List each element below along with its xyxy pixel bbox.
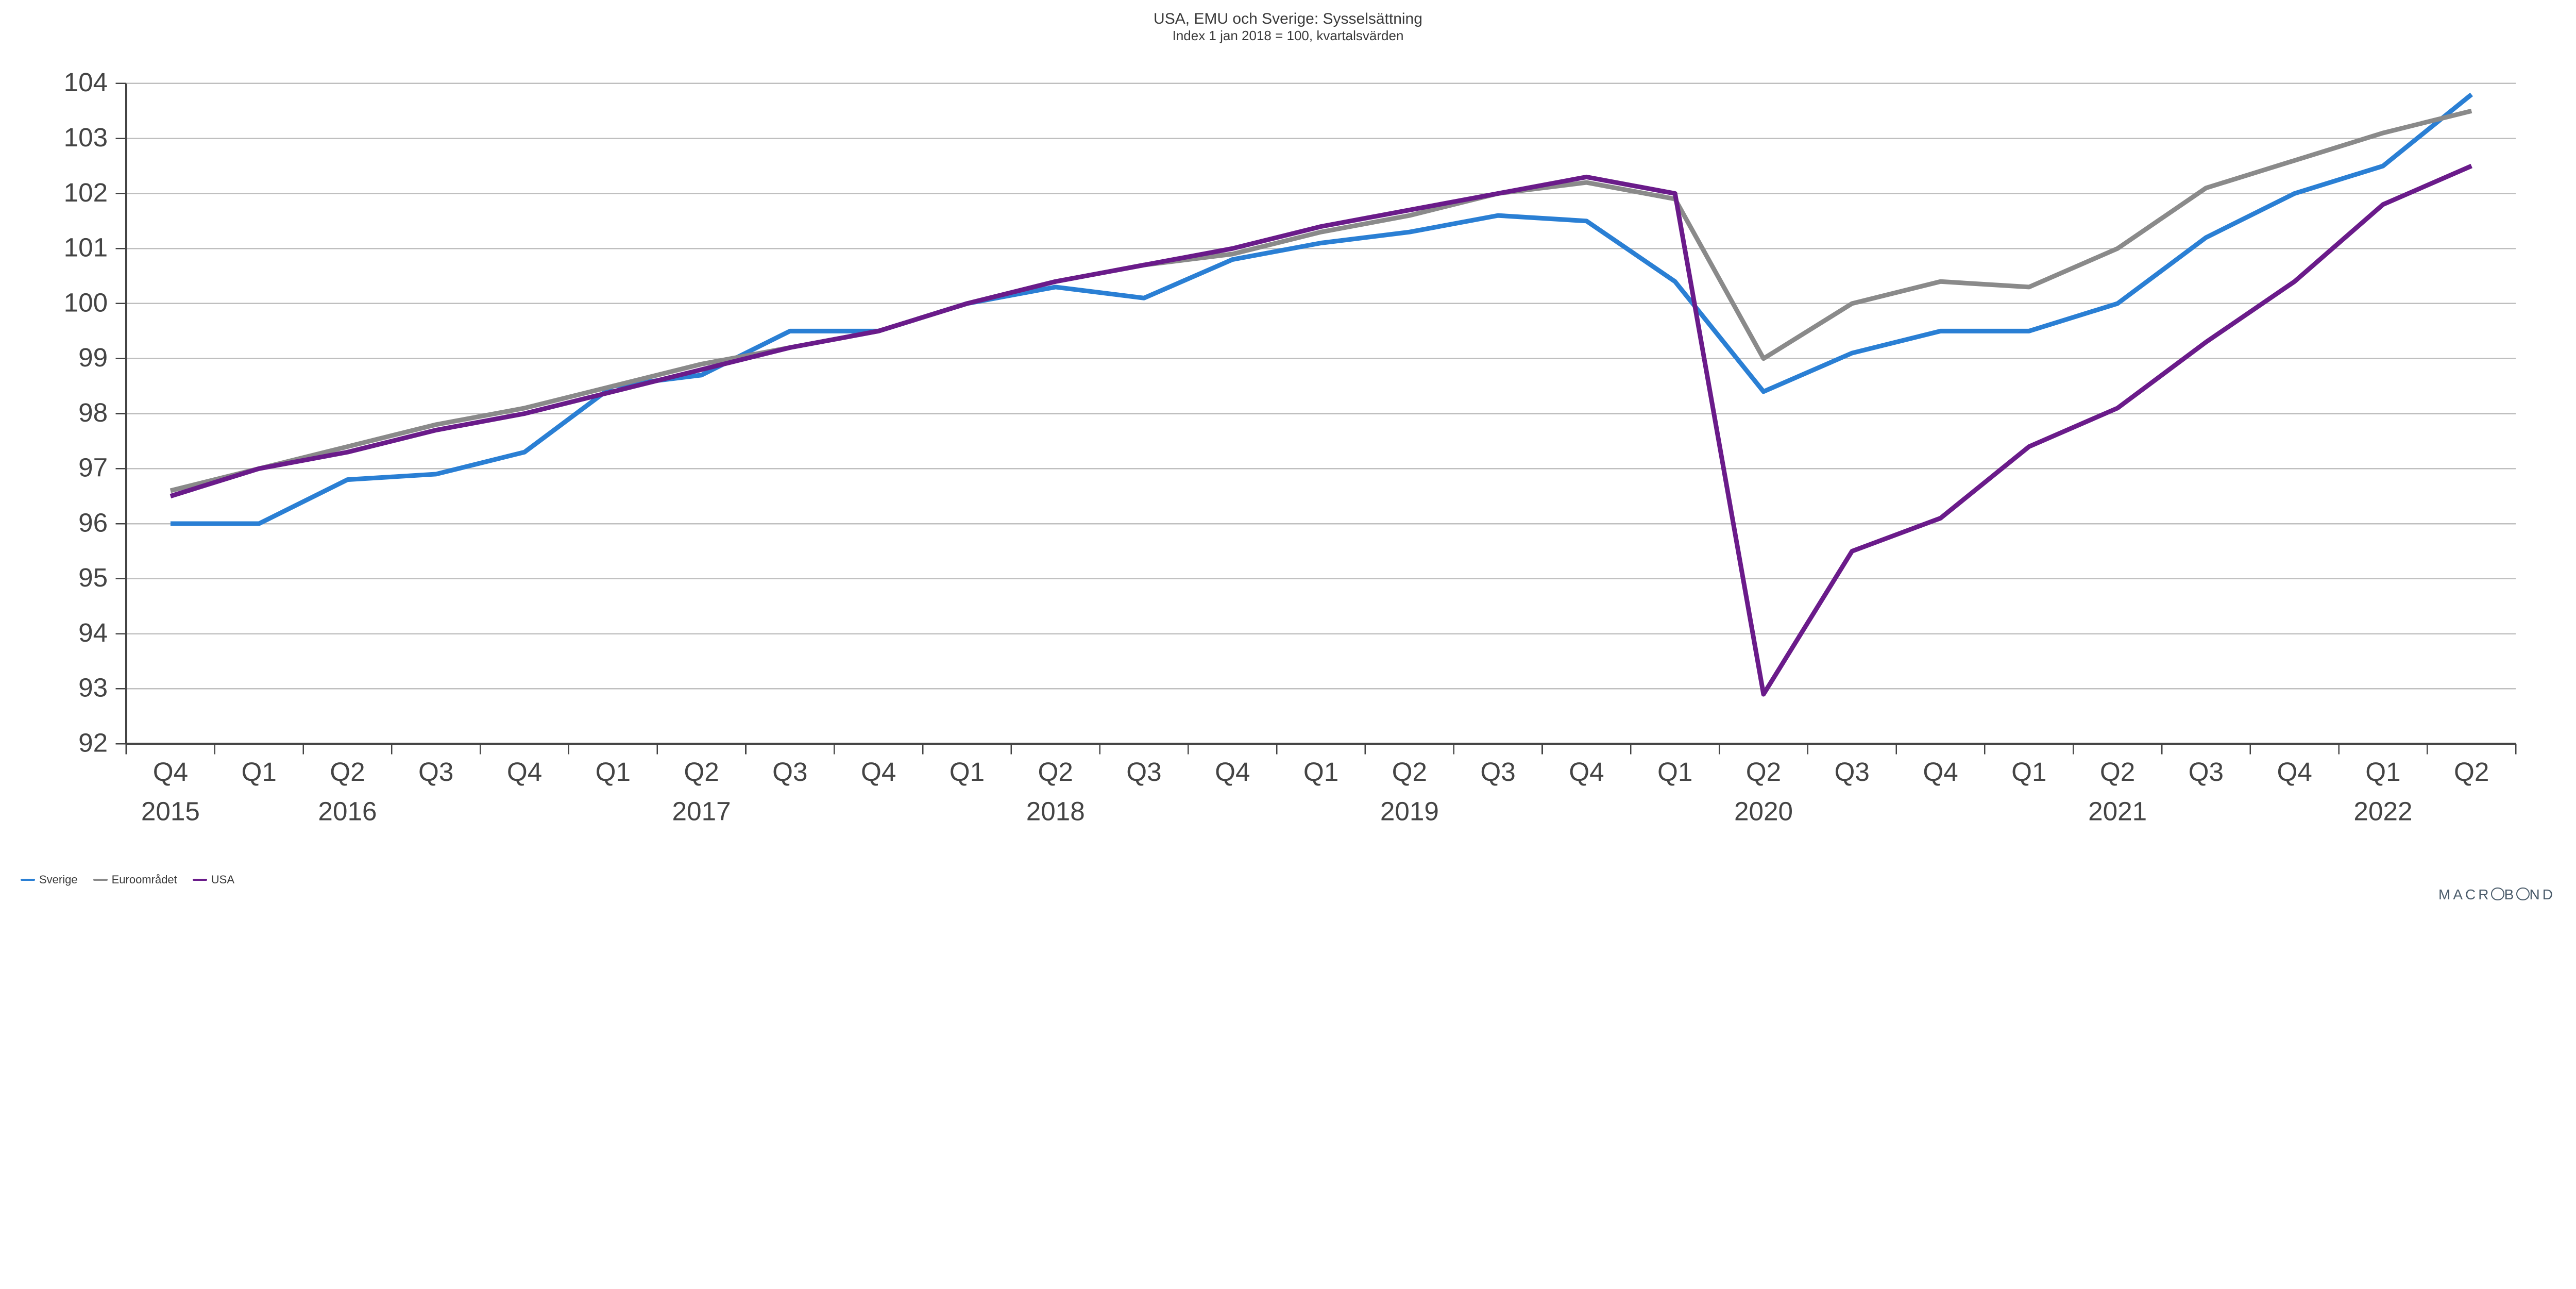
legend: Sverige Euroområdet USA (0, 868, 2576, 886)
svg-text:Q2: Q2 (2454, 757, 2489, 786)
legend-swatch (93, 879, 108, 881)
svg-text:Q2: Q2 (684, 757, 719, 786)
legend-swatch (193, 879, 207, 881)
svg-text:Q1: Q1 (2011, 757, 2046, 786)
svg-text:Q3: Q3 (772, 757, 807, 786)
svg-text:Q4: Q4 (1923, 757, 1958, 786)
svg-text:Q2: Q2 (1392, 757, 1427, 786)
legend-item: Euroområdet (93, 873, 177, 886)
svg-text:Q2: Q2 (2100, 757, 2135, 786)
svg-text:99: 99 (78, 343, 108, 372)
svg-text:95: 95 (78, 563, 108, 592)
svg-text:2019: 2019 (1380, 797, 1439, 826)
svg-text:Q3: Q3 (418, 757, 453, 786)
svg-text:2021: 2021 (2088, 797, 2147, 826)
svg-text:92: 92 (78, 728, 108, 758)
svg-text:103: 103 (64, 123, 108, 152)
svg-text:Q2: Q2 (1038, 757, 1073, 786)
svg-text:Q2: Q2 (1746, 757, 1781, 786)
legend-label: Euroområdet (112, 873, 177, 886)
svg-text:104: 104 (64, 68, 108, 97)
series-euroområdet (171, 111, 2471, 491)
svg-text:Q4: Q4 (153, 757, 188, 786)
chart-title: USA, EMU och Sverige: Sysselsättning (21, 10, 2555, 28)
svg-text:Q3: Q3 (1835, 757, 1870, 786)
legend-label: USA (211, 873, 234, 886)
legend-swatch (21, 879, 35, 881)
legend-label: Sverige (39, 873, 78, 886)
svg-text:2018: 2018 (1026, 797, 1085, 826)
chart-subtitle: Index 1 jan 2018 = 100, kvartalsvärden (21, 28, 2555, 44)
line-chart: 92 93 94 95 96 97 98 99 100 101 102 103 104 Q4 Q1 Q2 Q3 Q… (21, 44, 2555, 863)
svg-text:100: 100 (64, 288, 108, 317)
svg-text:Q4: Q4 (507, 757, 542, 786)
svg-text:101: 101 (64, 233, 108, 262)
svg-text:Q1: Q1 (1657, 757, 1692, 786)
svg-text:Q1: Q1 (596, 757, 631, 786)
svg-text:2015: 2015 (141, 797, 200, 826)
svg-text:Q3: Q3 (1126, 757, 1161, 786)
svg-text:93: 93 (78, 673, 108, 702)
svg-text:Q1: Q1 (2365, 757, 2400, 786)
brand-logo: MACRBND (0, 886, 2576, 911)
svg-text:Q4: Q4 (1215, 757, 1250, 786)
svg-text:Q1: Q1 (241, 757, 276, 786)
svg-text:Q4: Q4 (2277, 757, 2312, 786)
chart-container: USA, EMU och Sverige: Sysselsättning Ind… (0, 0, 2576, 868)
svg-text:98: 98 (78, 398, 108, 427)
svg-text:2020: 2020 (1734, 797, 1793, 826)
svg-text:Q1: Q1 (1303, 757, 1338, 786)
svg-text:Q4: Q4 (861, 757, 896, 786)
series-sverige (171, 94, 2471, 524)
legend-item: USA (193, 873, 234, 886)
svg-text:102: 102 (64, 178, 108, 207)
svg-text:Q2: Q2 (330, 757, 365, 786)
svg-text:Q1: Q1 (950, 757, 985, 786)
svg-text:97: 97 (78, 453, 108, 482)
svg-text:2016: 2016 (318, 797, 377, 826)
svg-text:Q3: Q3 (1480, 757, 1515, 786)
svg-text:Q3: Q3 (2189, 757, 2224, 786)
legend-item: Sverige (21, 873, 78, 886)
svg-text:2022: 2022 (2353, 797, 2412, 826)
svg-text:2017: 2017 (672, 797, 731, 826)
svg-text:Q4: Q4 (1569, 757, 1604, 786)
svg-text:94: 94 (78, 618, 108, 647)
svg-text:96: 96 (78, 508, 108, 537)
